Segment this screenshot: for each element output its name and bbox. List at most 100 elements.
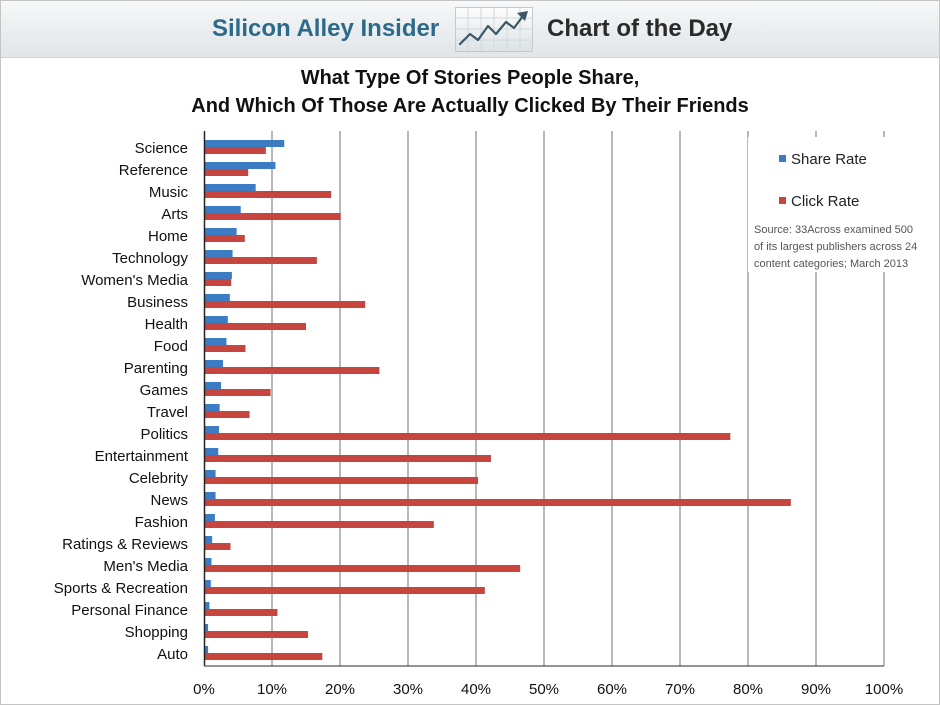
click-rate-bar [204,565,521,572]
share-rate-bar [204,536,213,543]
x-tick-label: 100% [865,681,903,698]
category-label: Home [148,228,188,245]
share-rate-bar [204,624,209,631]
click-rate-bar [204,323,306,330]
x-tick-label: 90% [801,681,831,698]
legend-background [748,137,926,272]
category-label: Technology [112,250,188,267]
click-rate-bar [204,455,491,462]
source-note-line: content categories; March 2013 [754,258,908,270]
category-label: Sports & Recreation [54,580,188,597]
click-rate-bar [204,587,485,594]
share-rate-bar [204,184,256,191]
click-rate-bar [204,345,246,352]
brand-name: Silicon Alley Insider [212,15,440,42]
category-label: Celebrity [129,470,189,487]
category-label: Women's Media [81,272,188,289]
legend-swatch-share-rate [779,155,786,162]
x-tick-labels: 0% 10% 20% 30% 40% 50% 60% 70% 80% 90% 100% [193,681,903,698]
share-rate-bar [204,602,210,609]
bars [204,140,791,660]
legend-swatch-click-rate [779,197,786,204]
x-tick-label: 10% [257,681,287,698]
click-rate-bar [204,169,249,176]
click-rate-bar [204,389,271,396]
click-rate-bar [204,653,323,660]
share-rate-bar [204,272,232,279]
category-label: News [150,492,188,509]
x-tick-label: 40% [461,681,491,698]
click-rate-bar [204,609,278,616]
share-rate-bar [204,250,233,257]
click-rate-bar [204,147,266,154]
category-label: Science [135,140,188,157]
x-tick-label: 30% [393,681,423,698]
category-label: Personal Finance [71,602,188,619]
share-rate-bar [204,426,219,433]
category-label: Auto [157,646,188,663]
click-rate-bar [204,477,479,484]
share-rate-bar [204,140,285,147]
click-rate-bar [204,279,232,286]
share-rate-bar [204,558,212,565]
click-rate-bar [204,191,332,198]
feature-title: Chart of the Day [547,15,733,42]
category-labels: Science Reference Music Arts Home Technology W… [54,140,189,663]
click-rate-bar [204,521,434,528]
click-rate-bar [204,631,309,638]
share-rate-bar [204,360,224,367]
click-rate-bar [204,257,317,264]
share-rate-bar [204,470,216,477]
category-label: Travel [147,404,188,421]
category-label: Music [149,184,189,201]
click-rate-bar [204,301,366,308]
category-label: Business [127,294,188,311]
click-rate-bar [204,213,341,220]
share-rate-bar [204,514,215,521]
share-rate-bar [204,404,220,411]
chart-title-line-1: What Type Of Stories People Share, [300,67,640,89]
category-label: Reference [119,162,188,179]
click-rate-bar [204,543,231,550]
share-rate-bar [204,580,211,587]
category-label: Parenting [124,360,188,377]
source-note-line: Source: 33Across examined 500 [754,224,913,236]
category-label: Men's Media [103,558,188,575]
x-tick-label: 70% [665,681,695,698]
category-label: Health [145,316,188,333]
category-label: Games [140,382,188,399]
share-rate-bar [204,448,219,455]
chart-title-line-2: And Which Of Those Are Actually Clicked … [191,95,749,117]
category-label: Entertainment [95,448,189,465]
share-rate-bar [204,294,230,301]
share-rate-bar [204,162,276,169]
rising-chart-icon [455,7,533,52]
x-tick-label: 0% [193,681,215,698]
share-rate-bar [204,646,209,653]
share-rate-bar [204,338,227,345]
legend: Share Rate Click Rate Source: 33Across e… [748,137,926,272]
click-rate-bar [204,235,245,242]
share-rate-bar [204,228,237,235]
category-label: Fashion [135,514,188,531]
category-label: Politics [140,426,188,443]
x-tick-label: 80% [733,681,763,698]
click-rate-bar [204,411,250,418]
source-note-line: of its largest publishers across 24 [754,241,917,253]
click-rate-bar [204,433,731,440]
x-tick-label: 60% [597,681,627,698]
click-rate-bar [204,499,791,506]
share-rate-bar [204,206,241,213]
x-tick-label: 50% [529,681,559,698]
share-rate-bar [204,492,216,499]
click-rate-bar [204,367,380,374]
share-rate-bar [204,382,221,389]
x-tick-label: 20% [325,681,355,698]
category-label: Shopping [125,624,188,641]
category-label: Ratings & Reviews [62,536,188,553]
share-rate-bar [204,316,228,323]
legend-label-click-rate: Click Rate [791,193,859,210]
legend-label-share-rate: Share Rate [791,151,867,168]
